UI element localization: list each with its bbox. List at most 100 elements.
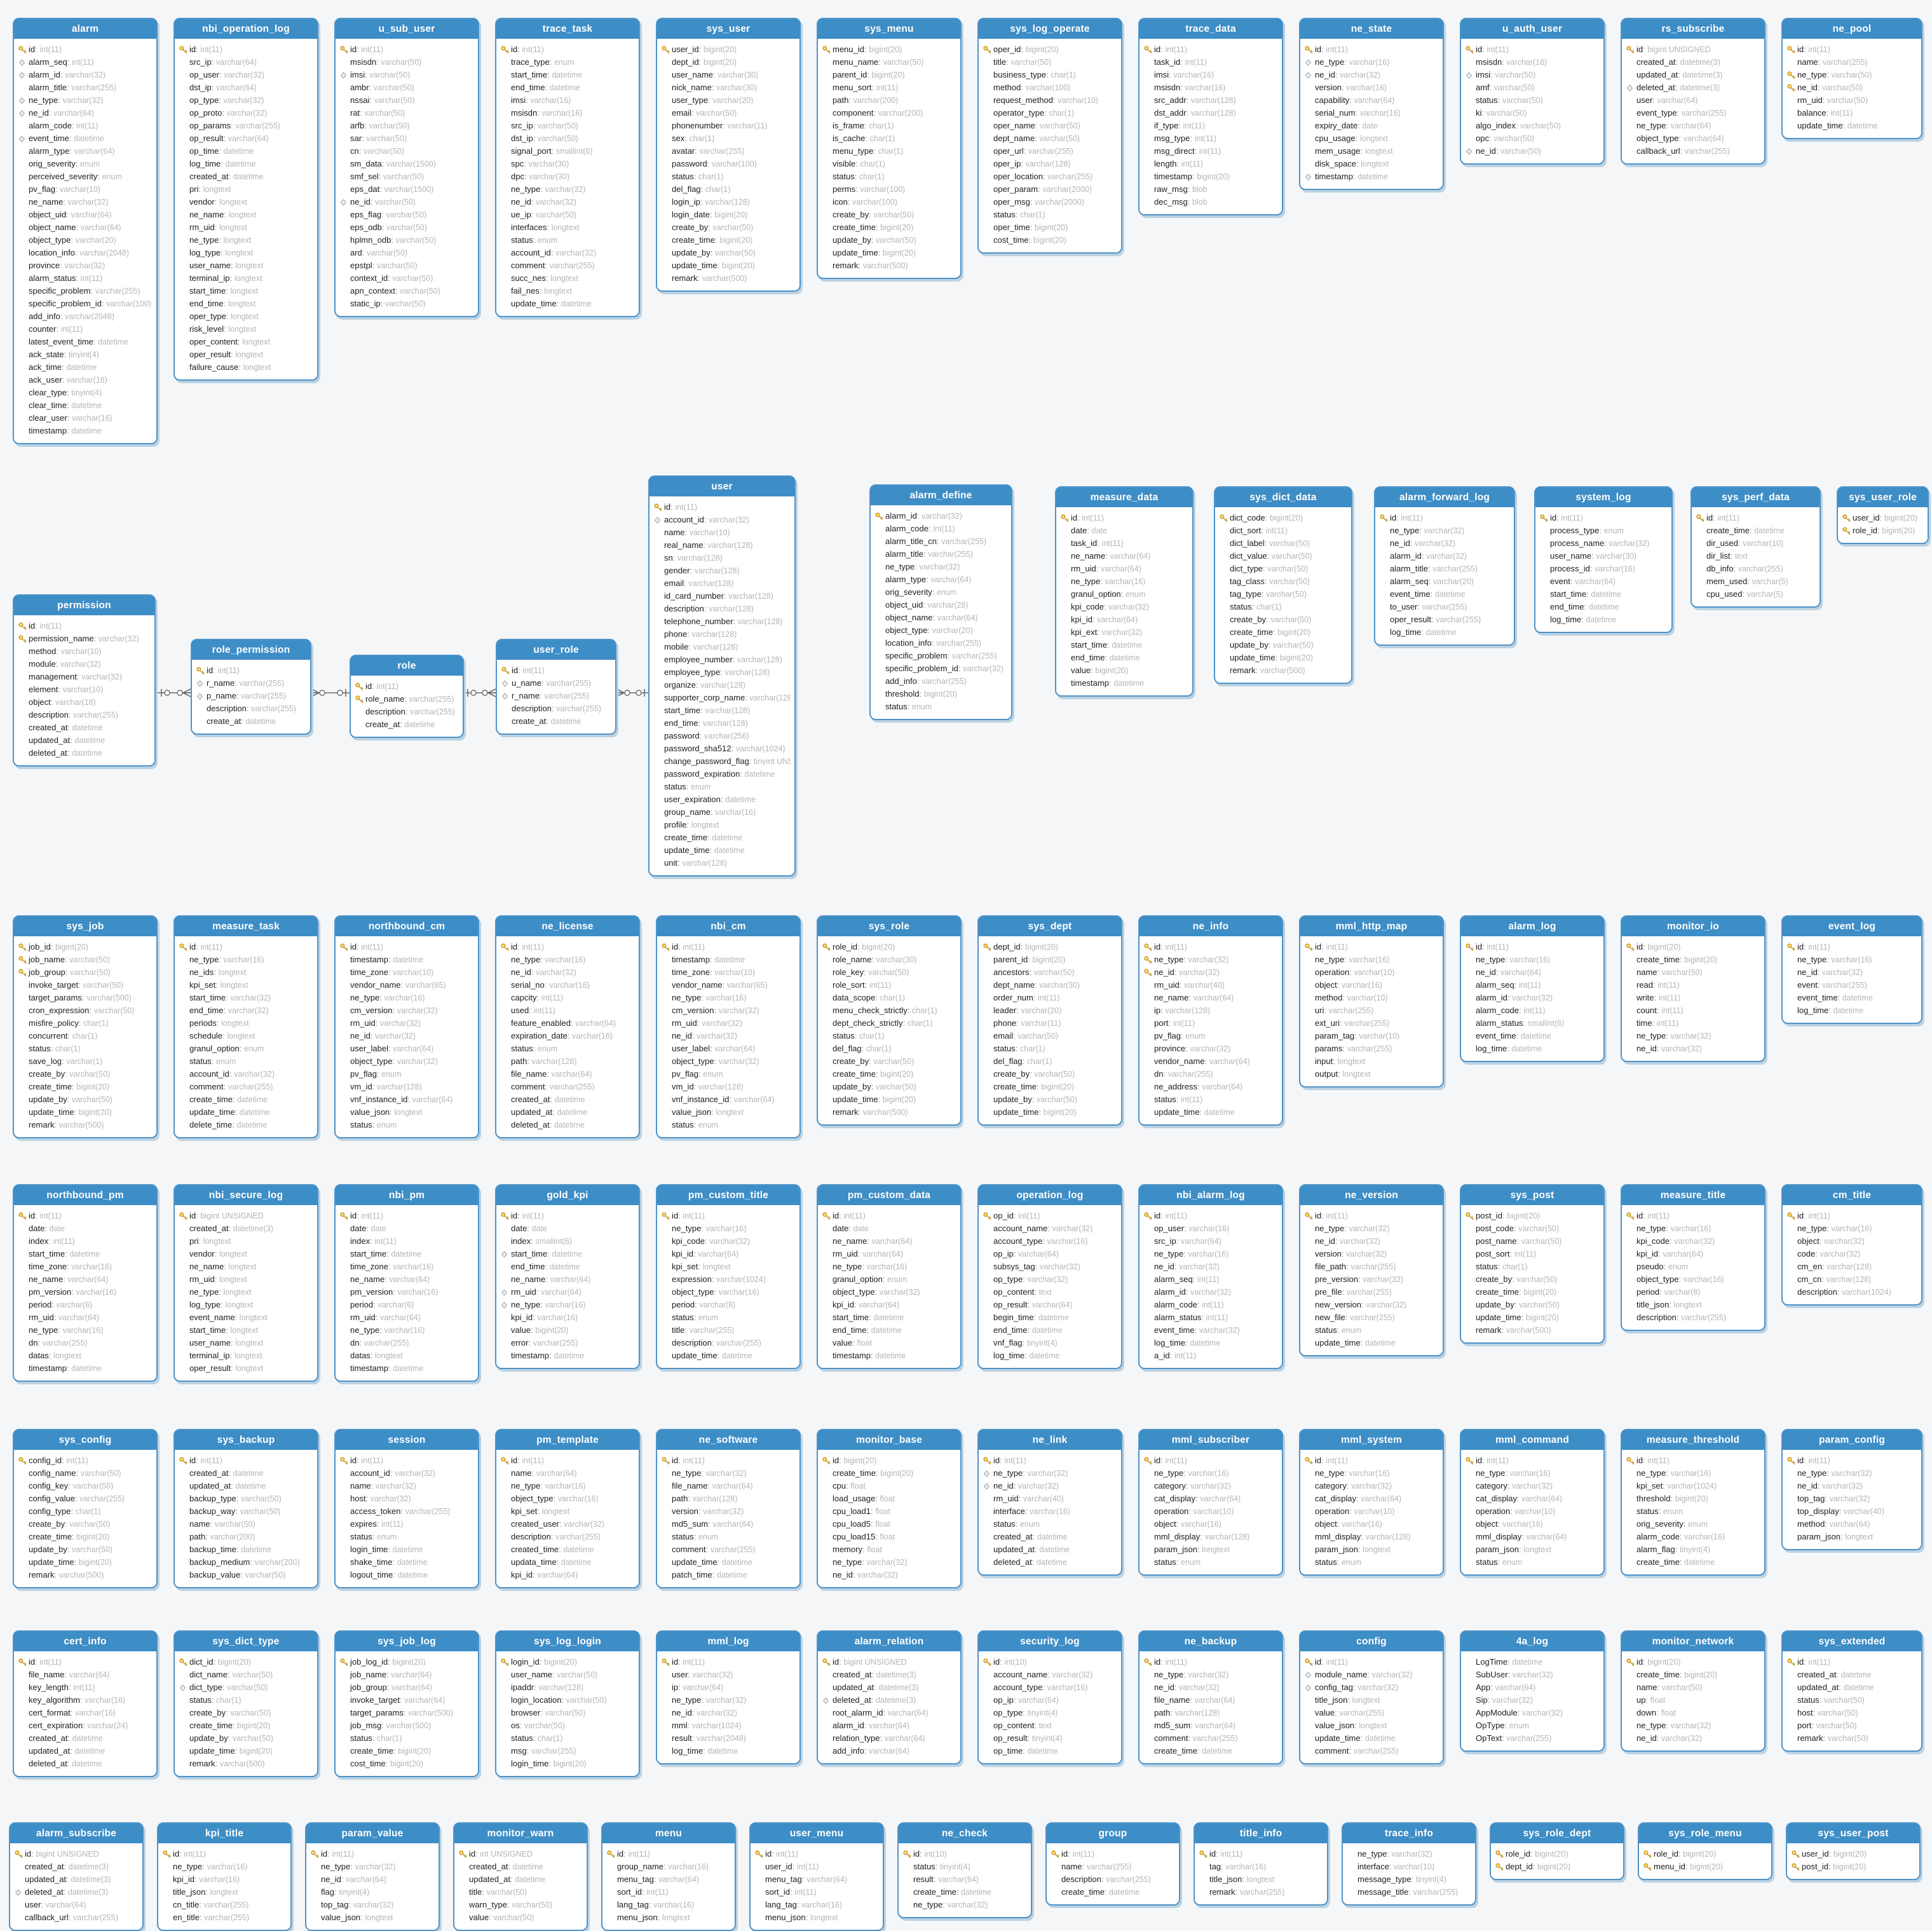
table-title[interactable]: sys_log_operate: [979, 19, 1121, 39]
table-group[interactable]: groupidint(11)namevarchar(255)descriptio…: [1045, 1822, 1180, 1906]
table-title[interactable]: nbi_operation_log: [175, 19, 317, 39]
table-4a_log[interactable]: 4a_logLogTimedatetimeSubUservarchar(32)A…: [1460, 1630, 1605, 1752]
table-title[interactable]: sys_role: [818, 917, 960, 936]
table-title[interactable]: gold_kpi: [496, 1185, 639, 1205]
table-title[interactable]: measure_data: [1056, 488, 1192, 507]
table-pm_custom_data[interactable]: pm_custom_dataidint(11)datedatene_nameva…: [817, 1184, 962, 1369]
table-title[interactable]: role: [351, 656, 463, 676]
table-ne_software[interactable]: ne_softwareidint(11)ne_typevarchar(32)fi…: [656, 1429, 801, 1588]
table-title[interactable]: sys_dict_data: [1215, 488, 1351, 507]
table-title[interactable]: sys_role_dept: [1491, 1824, 1623, 1843]
table-param_config[interactable]: param_configidint(11)ne_typevarchar(32)n…: [1781, 1429, 1922, 1550]
table-sys_user_role[interactable]: sys_user_roleuser_idbigint(20)role_idbig…: [1837, 486, 1929, 544]
table-title[interactable]: sys_perf_data: [1692, 488, 1820, 507]
table-title[interactable]: nbi_pm: [336, 1185, 478, 1205]
table-title[interactable]: mml_subscriber: [1139, 1430, 1282, 1450]
table-alarm_subscribe[interactable]: alarm_subscribeidbigint UNSIGNEDcreated_…: [9, 1822, 144, 1931]
table-title[interactable]: 4a_log: [1461, 1632, 1603, 1651]
table-sys_log_login[interactable]: sys_log_loginlogin_idbigint(20)user_name…: [495, 1630, 640, 1777]
table-measure_title[interactable]: measure_titleidint(11)ne_typevarchar(16)…: [1621, 1184, 1765, 1331]
table-title[interactable]: menu: [602, 1824, 735, 1843]
table-sys_backup[interactable]: sys_backupidint(11)created_atdatetimeupd…: [173, 1429, 318, 1588]
table-title[interactable]: nbi_cm: [657, 917, 799, 936]
table-title[interactable]: measure_title: [1622, 1185, 1764, 1205]
table-rs_subscribe[interactable]: rs_subscribeidbigint UNSIGNEDcreated_atd…: [1621, 18, 1765, 165]
table-nbi_alarm_log[interactable]: nbi_alarm_logidint(11)op_uservarchar(16)…: [1138, 1184, 1283, 1369]
table-trace_task[interactable]: trace_taskidint(11)trace_typeenumstart_t…: [495, 18, 640, 317]
table-kpi_title[interactable]: kpi_titleidint(11)ne_typevarchar(16)kpi_…: [157, 1822, 292, 1931]
table-ne_state[interactable]: ne_stateidint(11)ne_typevarchar(16)ne_id…: [1299, 18, 1444, 190]
table-title[interactable]: alarm_forward_log: [1375, 488, 1514, 507]
table-title[interactable]: config: [1300, 1632, 1443, 1651]
table-sys_log_operate[interactable]: sys_log_operateoper_idbigint(20)titlevar…: [977, 18, 1122, 254]
table-param_value[interactable]: param_valueidint(11)ne_typevarchar(32)ne…: [305, 1822, 440, 1931]
table-title[interactable]: mml_system: [1300, 1430, 1443, 1450]
table-permission[interactable]: permissionidint(11)permission_namevarcha…: [13, 594, 156, 767]
table-title[interactable]: pm_custom_title: [657, 1185, 799, 1205]
table-title[interactable]: u_sub_user: [336, 19, 478, 39]
table-measure_task[interactable]: measure_taskidint(11)ne_typevarchar(16)n…: [173, 915, 318, 1138]
table-title[interactable]: alarm: [14, 19, 156, 39]
table-title[interactable]: alarm_subscribe: [10, 1824, 142, 1843]
table-title[interactable]: alarm_log: [1461, 917, 1603, 936]
table-sys_dict_type[interactable]: sys_dict_typedict_idbigint(20)dict_namev…: [173, 1630, 318, 1777]
table-monitor_io[interactable]: monitor_ioidbigint(20)create_timebigint(…: [1621, 915, 1765, 1062]
table-system_log[interactable]: system_logidint(11)process_typeenumproce…: [1534, 486, 1673, 633]
table-nbi_pm[interactable]: nbi_pmidint(11)datedateindexint(11)start…: [334, 1184, 479, 1382]
table-ne_license[interactable]: ne_licenseidint(11)ne_typevarchar(16)ne_…: [495, 915, 640, 1138]
table-ne_link[interactable]: ne_linkidint(11)ne_typevarchar(32)ne_idv…: [977, 1429, 1122, 1576]
table-title[interactable]: monitor_base: [818, 1430, 960, 1450]
table-mml_system[interactable]: mml_systemidint(11)ne_typevarchar(16)cat…: [1299, 1429, 1444, 1576]
table-security_log[interactable]: security_logidint(10)account_namevarchar…: [977, 1630, 1122, 1764]
table-title[interactable]: pm_template: [496, 1430, 639, 1450]
table-title[interactable]: ne_backup: [1139, 1632, 1282, 1651]
table-nbi_operation_log[interactable]: nbi_operation_logidint(11)src_ipvarchar(…: [173, 18, 318, 381]
table-title[interactable]: u_auth_user: [1461, 19, 1603, 39]
table-alarm[interactable]: alarmidint(11)alarm_seqint(11)alarm_idva…: [13, 18, 158, 444]
table-mml_http_map[interactable]: mml_http_mapidint(11)ne_typevarchar(16)o…: [1299, 915, 1444, 1088]
table-title[interactable]: sys_extended: [1783, 1632, 1921, 1651]
table-gold_kpi[interactable]: gold_kpiidint(11)datedateindexsmallint(6…: [495, 1184, 640, 1369]
table-config[interactable]: configidint(11)module_namevarchar(32)con…: [1299, 1630, 1444, 1764]
table-u_sub_user[interactable]: u_sub_useridint(11)msisdnvarchar(50)imsi…: [334, 18, 479, 317]
table-title[interactable]: trace_info: [1343, 1824, 1475, 1843]
table-title[interactable]: kpi_title: [158, 1824, 290, 1843]
table-title[interactable]: nbi_secure_log: [175, 1185, 317, 1205]
table-title[interactable]: event_log: [1783, 917, 1921, 936]
table-title[interactable]: sys_backup: [175, 1430, 317, 1450]
table-monitor_base[interactable]: monitor_baseidbigint(20)create_timebigin…: [817, 1429, 962, 1588]
table-title[interactable]: security_log: [979, 1632, 1121, 1651]
table-title[interactable]: cm_title: [1783, 1185, 1921, 1205]
table-title[interactable]: user_role: [497, 640, 615, 660]
table-title[interactable]: ne_pool: [1783, 19, 1921, 39]
table-sys_role[interactable]: sys_rolerole_idbigint(20)role_namevarcha…: [817, 915, 962, 1126]
table-measure_data[interactable]: measure_dataidint(11)datedatetask_idint(…: [1055, 486, 1194, 697]
table-sys_role_dept[interactable]: sys_role_deptrole_idbigint(20)dept_idbig…: [1490, 1822, 1624, 1880]
table-title[interactable]: measure_threshold: [1622, 1430, 1764, 1450]
table-session[interactable]: sessionidint(11)account_idvarchar(32)nam…: [334, 1429, 479, 1588]
table-title[interactable]: mml_log: [657, 1632, 799, 1651]
table-title[interactable]: title_info: [1195, 1824, 1327, 1843]
table-title[interactable]: ne_license: [496, 917, 639, 936]
table-sys_user_post[interactable]: sys_user_postuser_idbigint(20)post_idbig…: [1786, 1822, 1921, 1880]
table-event_log[interactable]: event_logidint(11)ne_typevarchar(16)ne_i…: [1781, 915, 1922, 1024]
table-title[interactable]: permission: [14, 596, 154, 615]
table-cm_title[interactable]: cm_titleidint(11)ne_typevarchar(16)objec…: [1781, 1184, 1922, 1306]
table-sys_job_log[interactable]: sys_job_logjob_log_idbigint(20)job_namev…: [334, 1630, 479, 1777]
table-title[interactable]: sys_post: [1461, 1185, 1603, 1205]
table-title[interactable]: rs_subscribe: [1622, 19, 1764, 39]
table-nbi_secure_log[interactable]: nbi_secure_logidbigint UNSIGNEDcreated_a…: [173, 1184, 318, 1382]
table-title[interactable]: trace_data: [1139, 19, 1282, 39]
table-monitor_network[interactable]: monitor_networkidbigint(20)create_timebi…: [1621, 1630, 1765, 1752]
table-title[interactable]: measure_task: [175, 917, 317, 936]
table-sys_menu[interactable]: sys_menumenu_idbigint(20)menu_namevarcha…: [817, 18, 962, 279]
table-pm_custom_title[interactable]: pm_custom_titleidint(11)ne_typevarchar(1…: [656, 1184, 801, 1369]
table-title[interactable]: sys_dict_type: [175, 1632, 317, 1651]
table-trace_data[interactable]: trace_dataidint(11)task_idint(11)imsivar…: [1138, 18, 1283, 215]
table-title[interactable]: northbound_cm: [336, 917, 478, 936]
table-title[interactable]: alarm_define: [871, 486, 1011, 505]
table-role_permission[interactable]: role_permissionidint(11)r_namevarchar(25…: [191, 639, 311, 735]
table-sys_user[interactable]: sys_useruser_idbigint(20)dept_idbigint(2…: [656, 18, 801, 292]
table-title[interactable]: northbound_pm: [14, 1185, 156, 1205]
